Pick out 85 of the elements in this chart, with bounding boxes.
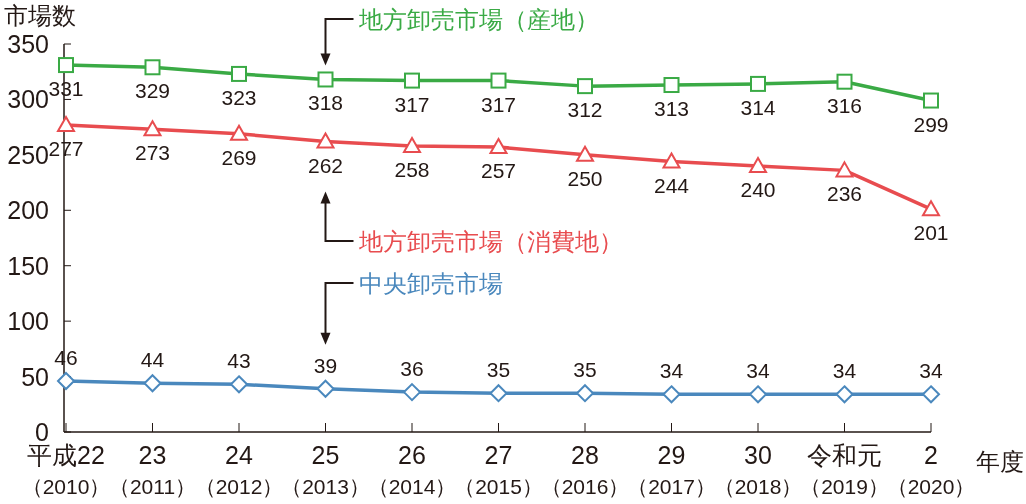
data-label: 317 — [394, 92, 430, 116]
point — [403, 383, 421, 402]
data-label: 250 — [567, 166, 603, 190]
point — [750, 75, 766, 92]
point — [490, 72, 507, 89]
point — [749, 156, 767, 173]
point — [835, 161, 854, 178]
data-label: 316 — [826, 93, 863, 117]
point — [577, 78, 593, 95]
point — [57, 115, 75, 132]
data-label: 36 — [400, 357, 424, 381]
data-label: 34 — [659, 359, 684, 383]
data-label: 329 — [134, 79, 171, 103]
point — [58, 57, 74, 74]
point — [143, 374, 162, 393]
text: 中央卸売市場 — [358, 270, 503, 297]
data-label: 244 — [653, 173, 690, 197]
point — [57, 372, 75, 391]
point — [144, 59, 161, 76]
x-tick-label: 24（2012） — [194, 441, 284, 498]
point — [316, 132, 335, 149]
data-label: 312 — [567, 98, 603, 122]
point — [230, 375, 248, 394]
data-label: 314 — [740, 95, 776, 119]
data-label: 236 — [826, 182, 863, 206]
y-tick-label: 50 — [21, 362, 49, 391]
point — [404, 72, 420, 89]
data-label: 257 — [480, 159, 517, 183]
point — [922, 385, 940, 404]
y-tick-label: 250 — [7, 140, 49, 169]
x-tick-label: 25（2013） — [281, 441, 370, 498]
point — [749, 385, 767, 404]
data-label: 258 — [394, 157, 430, 181]
point — [662, 152, 681, 169]
point — [489, 138, 508, 155]
y-tick-label: 200 — [7, 196, 49, 225]
data-label: 318 — [307, 91, 344, 115]
x-tick-label: 29（2017） — [627, 441, 716, 498]
data-label: 34 — [832, 359, 857, 383]
point — [230, 124, 248, 141]
x-tick-label: 26（2014） — [367, 441, 457, 498]
data-label: 313 — [653, 97, 690, 121]
data-label: 35 — [573, 358, 597, 382]
point — [317, 71, 334, 88]
data-label: 44 — [140, 348, 165, 372]
data-label: 299 — [913, 112, 949, 136]
data-label: 35 — [486, 358, 511, 382]
x-tick-label: 30（2018） — [713, 441, 803, 498]
point — [143, 120, 162, 137]
y-tick-label: 350 — [7, 30, 49, 58]
data-label: 34 — [746, 359, 770, 383]
y-tick-label: 150 — [7, 251, 49, 280]
data-label: 34 — [919, 359, 943, 383]
data-label: 240 — [740, 177, 776, 201]
point — [922, 200, 940, 217]
point — [576, 384, 594, 403]
point — [316, 379, 335, 398]
series-label: 地方卸売市場（産地） — [357, 6, 599, 33]
data-label: 201 — [913, 221, 949, 245]
data-label: 39 — [313, 353, 338, 377]
data-label: 273 — [134, 141, 171, 165]
data-label: 323 — [221, 85, 257, 109]
x-tick-label: 28（2016） — [540, 441, 630, 498]
text: 地方卸売市場（消費地） — [357, 228, 623, 255]
point — [835, 385, 854, 404]
y-axis-title: 市場数 — [4, 2, 76, 29]
point — [923, 92, 939, 109]
x-tick-label: 2（2020） — [886, 441, 976, 498]
x-axis-title: 年度 — [976, 448, 1024, 475]
data-label: 269 — [221, 145, 257, 169]
data-label: 43 — [227, 349, 251, 373]
x-tick-label: 令和元（2019） — [800, 441, 889, 498]
point — [836, 73, 853, 90]
y-tick-label: 300 — [7, 85, 49, 114]
y-tick-label: 100 — [7, 307, 49, 336]
x-tick-label: 23（2011） — [108, 441, 197, 498]
point — [663, 77, 680, 94]
x-tick-label: 27（2015） — [454, 441, 543, 498]
point — [489, 384, 508, 403]
point — [231, 65, 247, 82]
point — [403, 136, 421, 153]
data-label: 317 — [480, 92, 517, 116]
point — [662, 385, 681, 404]
point — [576, 145, 594, 162]
data-label: 262 — [307, 153, 344, 177]
